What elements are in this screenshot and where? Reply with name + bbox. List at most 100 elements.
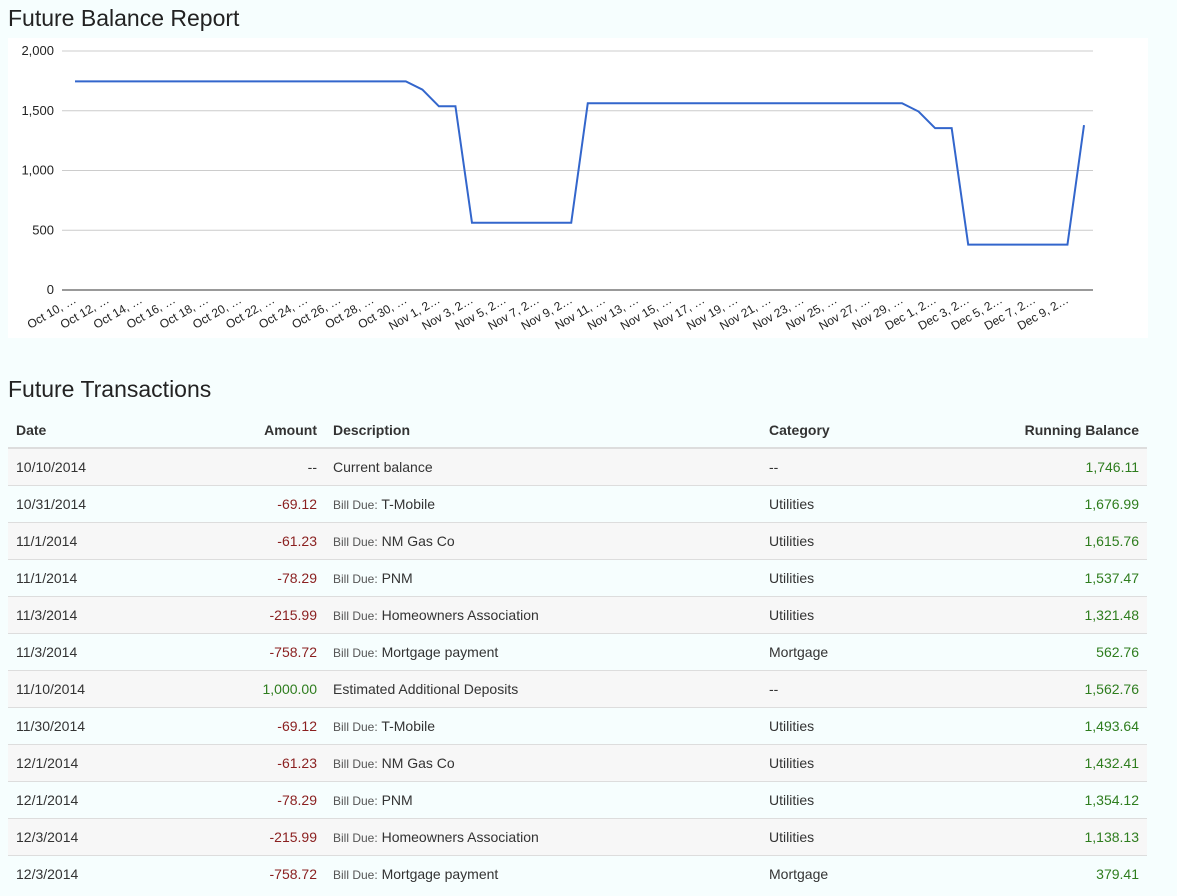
description-text: NM Gas Co: [381, 755, 455, 771]
bill-due-prefix: Bill Due:: [333, 646, 378, 660]
description-text: Estimated Additional Deposits: [333, 681, 519, 697]
description-text: Mortgage payment: [381, 644, 499, 660]
table-row: 12/3/2014 -215.99 Bill Due: Homeowners Ass…: [8, 818, 1147, 856]
cell-category: Utilities: [761, 596, 904, 634]
bill-due-prefix: Bill Due:: [333, 498, 378, 512]
cell-category: Utilities: [761, 707, 904, 745]
cell-description: Current balance: [325, 447, 761, 486]
header-date[interactable]: Date: [8, 412, 174, 449]
cell-category: Utilities: [761, 744, 904, 782]
header-amount[interactable]: Amount: [174, 412, 325, 449]
header-category[interactable]: Category: [761, 412, 904, 449]
cell-description: Bill Due: Mortgage payment: [325, 855, 761, 892]
cell-amount: -215.99: [174, 596, 325, 634]
cell-amount: -69.12: [174, 485, 325, 523]
y-tick-label: 1,500: [21, 103, 54, 118]
balance-line: [75, 80, 1085, 246]
y-tick-label: 0: [47, 282, 54, 297]
cell-date: 11/1/2014: [8, 522, 174, 560]
description-text: Current balance: [333, 459, 433, 475]
cell-date: 11/1/2014: [8, 559, 174, 597]
cell-date: 10/10/2014: [8, 447, 174, 486]
table-header-row: Date Amount Description Category Running…: [8, 412, 1147, 449]
bill-due-prefix: Bill Due:: [333, 868, 378, 882]
cell-description: Bill Due: NM Gas Co: [325, 744, 761, 782]
cell-date: 12/1/2014: [8, 744, 174, 782]
cell-running-balance: 1,537.47: [903, 559, 1147, 597]
cell-amount: 1,000.00: [174, 670, 325, 708]
cell-running-balance: 562.76: [903, 633, 1147, 671]
cell-description: Bill Due: T-Mobile: [325, 485, 761, 523]
table-row: 12/1/2014 -78.29 Bill Due: PNM Utilities 1,3…: [8, 781, 1147, 819]
cell-running-balance: 1,354.12: [903, 781, 1147, 819]
y-tick-label: 1,000: [21, 163, 54, 178]
cell-running-balance: 1,615.76: [903, 522, 1147, 560]
description-text: T-Mobile: [381, 496, 436, 512]
cell-category: --: [761, 447, 904, 486]
cell-description: Bill Due: NM Gas Co: [325, 522, 761, 560]
cell-amount: --: [174, 447, 325, 486]
table-row: 12/3/2014 -758.72 Bill Due: Mortgage payme…: [8, 855, 1147, 892]
cell-amount: -215.99: [174, 818, 325, 856]
bill-due-prefix: Bill Due:: [333, 720, 378, 734]
table-row: 10/10/2014 -- Current balance -- 1,746.11: [8, 447, 1147, 486]
cell-running-balance: 1,562.76: [903, 670, 1147, 708]
cell-date: 12/3/2014: [8, 818, 174, 856]
cell-category: Mortgage: [761, 855, 904, 892]
cell-date: 11/30/2014: [8, 707, 174, 745]
table-row: 10/31/2014 -69.12 Bill Due: T-Mobile Utilit…: [8, 485, 1147, 523]
header-running-balance[interactable]: Running Balance: [903, 412, 1147, 449]
cell-running-balance: 1,676.99: [903, 485, 1147, 523]
cell-date: 11/3/2014: [8, 633, 174, 671]
cell-date: 12/1/2014: [8, 781, 174, 819]
bill-due-prefix: Bill Due:: [333, 794, 378, 808]
bill-due-prefix: Bill Due:: [333, 572, 378, 586]
description-text: Mortgage payment: [381, 866, 499, 882]
description-text: Homeowners Association: [381, 829, 539, 845]
cell-date: 12/3/2014: [8, 855, 174, 892]
table-row: 11/30/2014 -69.12 Bill Due: T-Mobile Utilit…: [8, 707, 1147, 745]
bill-due-prefix: Bill Due:: [333, 609, 378, 623]
cell-description: Bill Due: Homeowners Association: [325, 596, 761, 634]
table-row: 11/3/2014 -758.72 Bill Due: Mortgage payme…: [8, 633, 1147, 671]
cell-running-balance: 1,138.13: [903, 818, 1147, 856]
description-text: PNM: [381, 570, 413, 586]
table-row: 11/1/2014 -78.29 Bill Due: PNM Utilities 1,5…: [8, 559, 1147, 597]
y-tick-label: 2,000: [21, 43, 54, 58]
cell-amount: -758.72: [174, 633, 325, 671]
bill-due-prefix: Bill Due:: [333, 535, 378, 549]
cell-amount: -61.23: [174, 522, 325, 560]
chart-title: Future Balance Report: [8, 5, 240, 31]
cell-running-balance: 1,432.41: [903, 744, 1147, 782]
table-row: 11/3/2014 -215.99 Bill Due: Homeowners Ass…: [8, 596, 1147, 634]
header-description[interactable]: Description: [325, 412, 761, 449]
cell-description: Bill Due: Mortgage payment: [325, 633, 761, 671]
cell-running-balance: 1,321.48: [903, 596, 1147, 634]
description-text: Homeowners Association: [381, 607, 539, 623]
cell-date: 10/31/2014: [8, 485, 174, 523]
cell-category: --: [761, 670, 904, 708]
cell-date: 11/3/2014: [8, 596, 174, 634]
cell-description: Bill Due: T-Mobile: [325, 707, 761, 745]
cell-running-balance: 1,746.11: [903, 447, 1147, 486]
cell-amount: -758.72: [174, 855, 325, 892]
transactions-table: Date Amount Description Category Running…: [8, 412, 1147, 892]
bill-due-prefix: Bill Due:: [333, 757, 378, 771]
bill-due-prefix: Bill Due:: [333, 831, 378, 845]
cell-amount: -78.29: [174, 781, 325, 819]
cell-category: Utilities: [761, 522, 904, 560]
cell-category: Utilities: [761, 781, 904, 819]
y-tick-label: 500: [32, 222, 54, 237]
cell-description: Bill Due: PNM: [325, 781, 761, 819]
cell-amount: -78.29: [174, 559, 325, 597]
description-text: NM Gas Co: [381, 533, 455, 549]
description-text: T-Mobile: [381, 718, 436, 734]
balance-chart: 0 500 1,000 1,500 2,000 Oct 10, … Oct 12, … Oct…: [8, 38, 1148, 338]
cell-running-balance: 379.41: [903, 855, 1147, 892]
cell-running-balance: 1,493.64: [903, 707, 1147, 745]
cell-amount: -69.12: [174, 707, 325, 745]
cell-date: 11/10/2014: [8, 670, 174, 708]
description-text: PNM: [381, 792, 413, 808]
cell-category: Utilities: [761, 485, 904, 523]
